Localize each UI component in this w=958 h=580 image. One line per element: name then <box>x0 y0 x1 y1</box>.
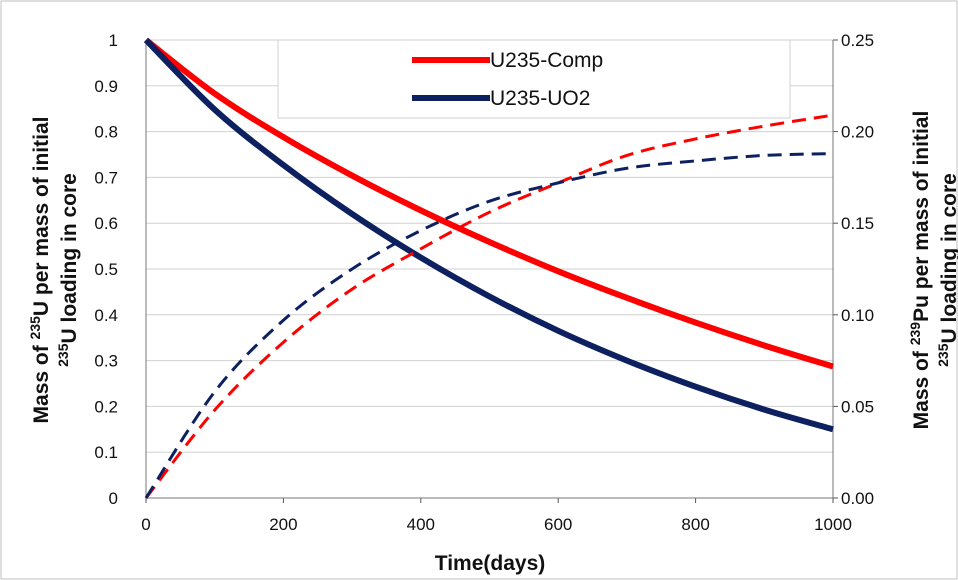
y-left-tick-label: 0.7 <box>94 168 118 187</box>
y-axis-left-title: Mass of 235U per mass of initial 235U lo… <box>27 117 81 424</box>
y-left-tick-label: 1 <box>109 31 118 50</box>
legend-label: U235-Comp <box>490 49 603 72</box>
y-right-tick-label: 0.00 <box>841 489 874 508</box>
legend: U235-Comp U235-UO2 <box>277 39 791 119</box>
y-right-tick-label: 0.10 <box>841 306 874 325</box>
series-layer <box>143 37 834 499</box>
x-tick-label: 0 <box>141 515 150 534</box>
axes: 0 0.1 0.2 0.3 0.4 0.5 0.6 0.7 0.8 0.9 1 0.00 0.05 0.1… <box>94 31 874 534</box>
y-axis-right-title: Mass of 239Pu per mass of initial 235U l… <box>907 111 958 430</box>
y-left-tick-label: 0.5 <box>94 260 118 279</box>
series-line-0 <box>144 37 834 370</box>
series-line-2 <box>144 113 834 499</box>
y-right-tick-label: 0.15 <box>841 214 874 233</box>
x-tick-label: 400 <box>407 515 435 534</box>
legend-label: U235-UO2 <box>490 87 590 110</box>
x-tick-label: 1000 <box>814 515 852 534</box>
svg-text:Mass of 239Pu per mass of init: Mass of 239Pu per mass of initial <box>907 111 933 430</box>
svg-text:235U loading in core: 235U loading in core <box>55 173 81 367</box>
y-right-tick-label: 0.20 <box>841 123 874 142</box>
x-tick-label: 800 <box>681 515 709 534</box>
y-left-tick-label: 0.6 <box>94 214 118 233</box>
y-left-tick-label: 0.3 <box>94 352 118 371</box>
y-left-tick-label: 0.2 <box>94 397 118 416</box>
y-left-tick-label: 0.4 <box>94 306 118 325</box>
svg-text:Mass of 235U per mass of initi: Mass of 235U per mass of initial <box>27 117 53 424</box>
y-right-tick-label: 0.25 <box>841 31 874 50</box>
svg-text:235U loading in core: 235U loading in core <box>935 173 958 367</box>
y-left-tick-label: 0.8 <box>94 123 118 142</box>
series-line-1 <box>143 37 834 433</box>
x-tick-label: 200 <box>269 515 297 534</box>
y-left-tick-label: 0 <box>109 489 118 508</box>
y-left-tick-label: 0.1 <box>94 443 118 462</box>
x-axis-title: Time(days) <box>435 552 546 575</box>
legend-box <box>277 39 791 119</box>
y-left-tick-label: 0.9 <box>94 77 118 96</box>
x-tick-label: 600 <box>544 515 572 534</box>
series-line-3 <box>144 152 834 499</box>
y-right-tick-label: 0.05 <box>841 397 874 416</box>
